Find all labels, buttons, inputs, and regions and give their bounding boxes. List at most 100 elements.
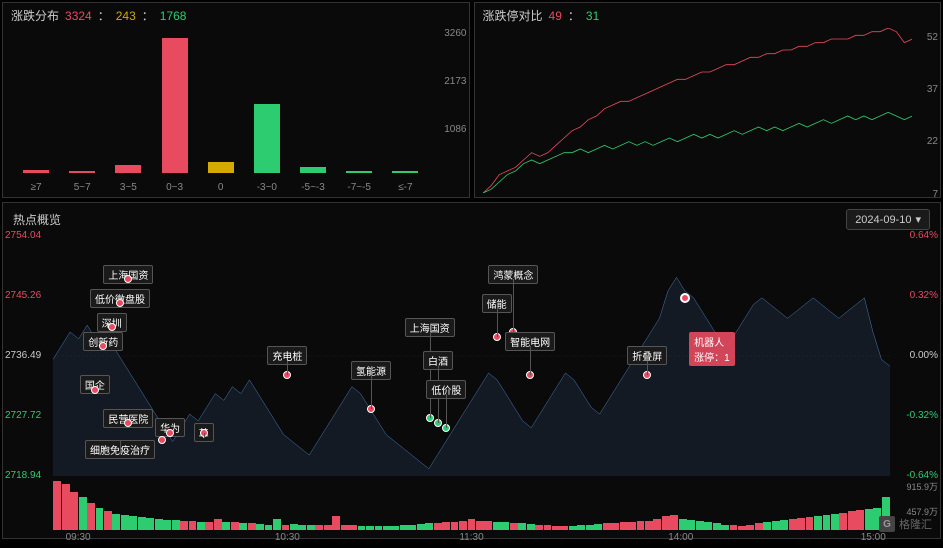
volume-bar[interactable] [493,522,501,530]
volume-bar[interactable] [290,524,298,530]
volume-bar[interactable] [358,526,366,530]
volume-bar[interactable] [704,522,712,530]
volume-bar[interactable] [865,509,873,530]
volume-bar[interactable] [265,525,273,530]
volume-bar[interactable] [53,481,61,530]
volume-bar[interactable] [510,523,518,530]
volume-bar[interactable] [527,524,535,530]
volume-bar[interactable] [696,521,704,530]
bar[interactable] [254,104,280,173]
volume-bar[interactable] [763,522,771,530]
volume-bar[interactable] [484,521,492,530]
volume-bar[interactable] [738,526,746,530]
bar[interactable] [69,171,95,173]
volume-bar[interactable] [408,525,416,530]
volume-bar[interactable] [400,525,408,530]
bar[interactable] [115,165,141,173]
volume-bar[interactable] [256,524,264,530]
volume-bar[interactable] [823,515,831,530]
volume-bar[interactable] [628,522,636,530]
volume-bar[interactable] [70,492,78,530]
volume-bar[interactable] [831,514,839,530]
hotspot-dot[interactable] [158,436,166,444]
volume-bar[interactable] [755,523,763,530]
volume-bar[interactable] [366,526,374,530]
volume-bar[interactable] [670,515,678,530]
volume-bar[interactable] [721,525,729,530]
volume-bar[interactable] [594,524,602,530]
volume-bar[interactable] [96,508,104,530]
volume-bar[interactable] [155,519,163,530]
volume-bar[interactable] [442,522,450,530]
volume-bar[interactable] [341,525,349,530]
volume-bar[interactable] [586,525,594,530]
volume-bar[interactable] [112,514,120,530]
volume-bar[interactable] [138,517,146,530]
volume-bar[interactable] [772,521,780,530]
bar[interactable] [300,167,326,173]
volume-bar[interactable] [180,521,188,530]
volume-bar[interactable] [205,522,213,530]
volume-bar[interactable] [637,521,645,530]
volume-bar[interactable] [814,516,822,530]
volume-bar[interactable] [315,525,323,530]
volume-bar[interactable] [789,519,797,530]
volume-bar[interactable] [645,521,653,530]
volume-bar[interactable] [222,522,230,530]
bar[interactable] [346,171,372,173]
volume-bar[interactable] [349,525,357,530]
volume-bar[interactable] [839,513,847,530]
bar[interactable] [392,171,418,173]
volume-bar[interactable] [248,523,256,530]
volume-bar[interactable] [518,523,526,530]
volume-bar[interactable] [121,515,129,530]
main-price-chart[interactable]: 2754.042745.262736.492727.722718.94 0.64… [53,236,890,476]
volume-bar[interactable] [425,523,433,530]
bar[interactable] [23,170,49,173]
volume-bar[interactable] [687,520,695,530]
volume-bar[interactable] [468,519,476,530]
volume-bar[interactable] [806,517,814,530]
volume-bar[interactable] [214,519,222,530]
volume-bar[interactable] [231,522,239,530]
volume-bar[interactable] [239,523,247,530]
volume-bar[interactable] [679,519,687,530]
volume-bar[interactable] [324,525,332,530]
volume-bar[interactable] [856,510,864,530]
volume-bar[interactable] [459,521,467,530]
volume-bar[interactable] [282,525,290,530]
volume-bar[interactable] [544,525,552,530]
volume-bar[interactable] [746,525,754,530]
volume-bar[interactable] [62,484,70,530]
volume-bar[interactable] [780,520,788,530]
bar[interactable] [162,38,188,173]
volume-bar[interactable] [273,519,281,530]
volume-bar[interactable] [129,516,137,530]
volume-bar[interactable] [476,521,484,530]
volume-bar[interactable] [662,516,670,530]
volume-bar[interactable] [797,518,805,530]
volume-bar[interactable] [189,521,197,530]
volume-bar[interactable] [560,526,568,530]
volume-bar[interactable] [375,526,383,530]
volume-bar[interactable] [307,525,315,530]
volume-bar[interactable] [620,522,628,530]
volume-bar[interactable] [197,522,205,530]
hotspot-dot[interactable] [108,323,116,331]
date-picker-button[interactable]: 2024-09-10 ▾ [846,209,930,230]
volume-bar[interactable] [653,519,661,530]
volume-bar[interactable] [730,525,738,530]
volume-bar[interactable] [848,511,856,530]
volume-bar[interactable] [535,525,543,530]
volume-bar[interactable] [391,526,399,530]
volume-bar[interactable] [298,525,306,530]
volume-bar[interactable] [332,516,340,530]
volume-bar[interactable] [163,520,171,530]
volume-bar[interactable] [451,522,459,530]
hotspot-dot[interactable] [166,429,174,437]
volume-bar[interactable] [104,511,112,530]
bar[interactable] [208,162,234,173]
volume-bar[interactable] [713,523,721,530]
volume-bar[interactable] [87,503,95,530]
volume-bar[interactable] [569,526,577,530]
